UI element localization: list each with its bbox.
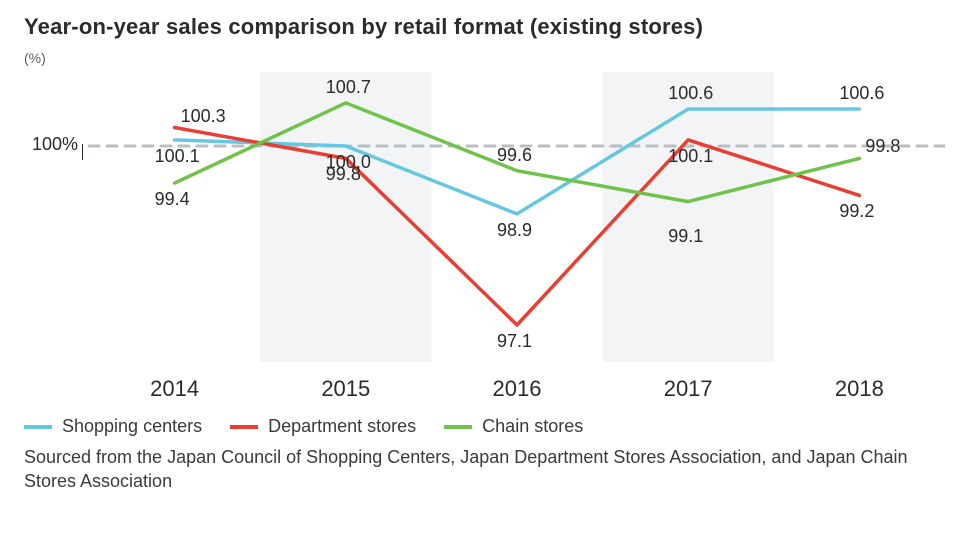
data-point-label: 99.2	[839, 201, 874, 222]
source-text: Sourced from the Japan Council of Shoppi…	[24, 445, 945, 494]
legend-label: Department stores	[268, 416, 416, 437]
legend-item-shopping-centers: Shopping centers	[24, 416, 202, 437]
x-axis-label: 2018	[835, 376, 884, 402]
chart-area: 20142015201620172018 100%100.1100.098.91…	[24, 72, 945, 402]
data-point-label: 100.1	[668, 146, 713, 167]
data-point-label: 100.6	[839, 83, 884, 104]
data-point-label: 100.7	[326, 77, 371, 98]
data-point-label: 97.1	[497, 331, 532, 352]
y-reference-label: 100%	[32, 134, 78, 155]
legend-item-chain-stores: Chain stores	[444, 416, 583, 437]
legend-swatch	[444, 425, 472, 429]
legend-swatch	[230, 425, 258, 429]
y-axis-label: (%)	[24, 50, 945, 66]
x-axis-label: 2016	[493, 376, 542, 402]
legend: Shopping centers Department stores Chain…	[24, 416, 945, 437]
data-point-label: 99.1	[668, 226, 703, 247]
legend-label: Shopping centers	[62, 416, 202, 437]
data-point-label: 100.6	[668, 83, 713, 104]
data-point-label: 98.9	[497, 220, 532, 241]
legend-label: Chain stores	[482, 416, 583, 437]
chart-svg	[24, 72, 945, 368]
data-point-label: 99.8	[865, 136, 900, 157]
data-point-label: 99.8	[326, 164, 361, 185]
chart-title: Year-on-year sales comparison by retail …	[24, 14, 945, 40]
data-point-label: 100.3	[181, 106, 226, 127]
data-point-label: 99.4	[155, 189, 190, 210]
x-axis-label: 2014	[150, 376, 199, 402]
y-reference-tick	[82, 144, 83, 160]
x-axis-label: 2015	[321, 376, 370, 402]
data-point-label: 99.6	[497, 145, 532, 166]
x-axis-label: 2017	[664, 376, 713, 402]
data-point-label: 100.1	[155, 146, 200, 167]
legend-swatch	[24, 425, 52, 429]
legend-item-department-stores: Department stores	[230, 416, 416, 437]
x-axis-labels: 2014 2015 2016 2017 2018	[24, 368, 945, 402]
